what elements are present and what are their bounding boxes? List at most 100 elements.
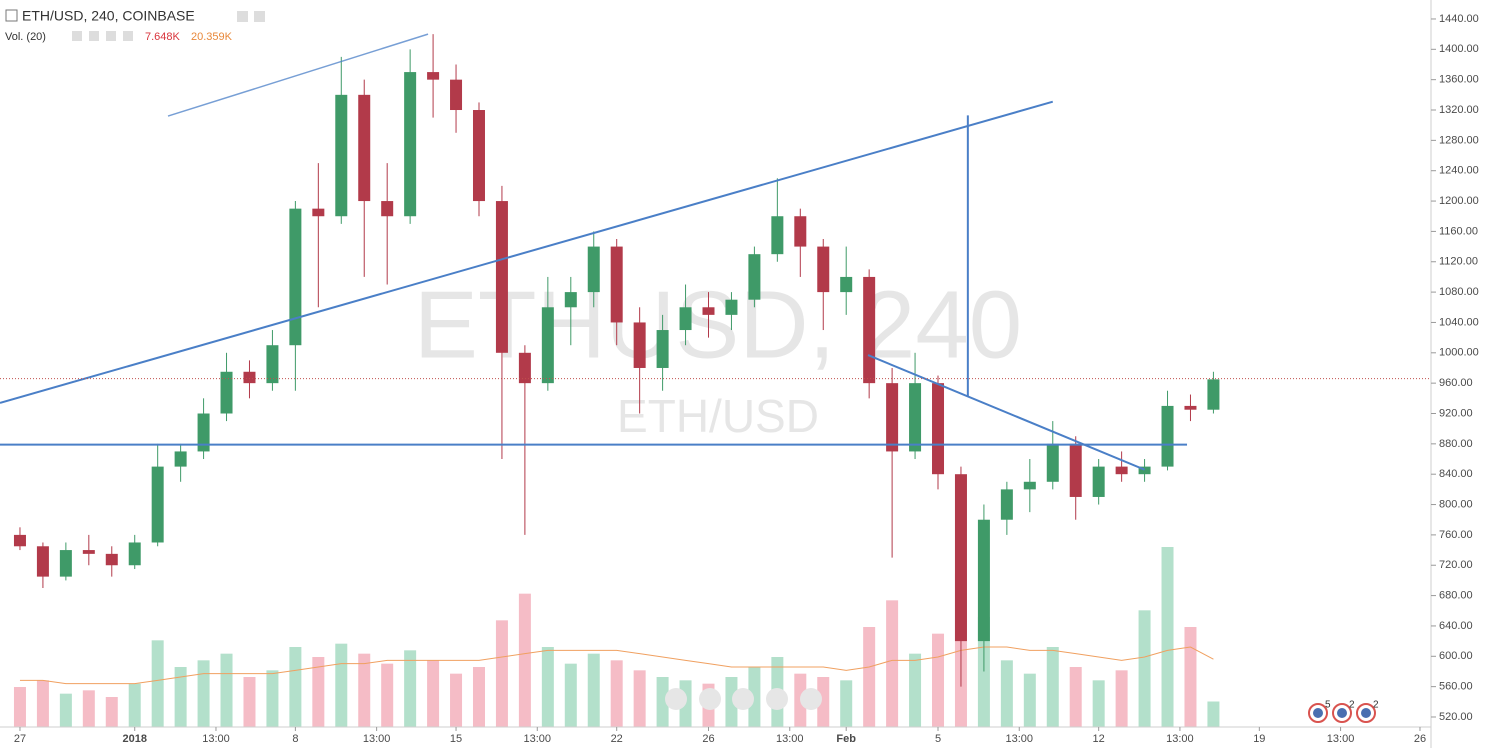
candle-body: [886, 383, 899, 452]
candle-body: [771, 216, 784, 255]
y-tick-label: 1320.00: [1439, 104, 1479, 116]
volume-bar: [1092, 680, 1105, 727]
watermark: ETHUSD, 240 ETH/USD: [414, 271, 1022, 442]
x-tick-label: 26: [702, 733, 714, 745]
volume-bar: [564, 663, 577, 727]
candle-body: [36, 546, 49, 577]
volume-bar: [13, 687, 26, 727]
vol-icon[interactable]: [106, 31, 116, 41]
volume-bar: [381, 663, 394, 727]
candle-body: [404, 72, 417, 217]
settings-icon[interactable]: [237, 11, 248, 22]
volume-bar: [495, 620, 508, 727]
symbol-title: ETH/USD, 240, COINBASE: [22, 8, 195, 24]
x-tick-label: 13:00: [524, 733, 552, 745]
nav-button[interactable]: [732, 688, 754, 710]
volume-ma-line: [19, 646, 1214, 685]
volume-bar: [863, 627, 876, 727]
x-tick-label: 2018: [122, 733, 146, 745]
candle-body: [266, 345, 279, 384]
candle-body: [1161, 405, 1174, 467]
candle-body: [541, 307, 554, 384]
volume-bar: [197, 660, 210, 727]
candle-body: [863, 276, 876, 384]
candle-body: [610, 246, 623, 323]
x-tick-label: 26: [1414, 733, 1426, 745]
candle-body: [725, 299, 738, 315]
volume-bar: [266, 670, 279, 727]
candle-body: [59, 550, 72, 577]
volume-bar: [1184, 627, 1197, 727]
volume-bar: [725, 677, 738, 727]
candle-body: [174, 451, 187, 467]
candle-body: [1069, 443, 1082, 497]
candle-body: [13, 534, 26, 547]
volume-bar: [886, 600, 899, 727]
x-tick-label: 12: [1093, 733, 1105, 745]
volume-bar: [1069, 667, 1082, 727]
nav-button[interactable]: [665, 688, 687, 710]
volume-bar: [450, 673, 463, 727]
y-tick-label: 600.00: [1439, 650, 1473, 662]
nav-button[interactable]: [766, 688, 788, 710]
volume-bar: [151, 640, 164, 727]
y-tick-label: 1400.00: [1439, 43, 1479, 55]
menu-icon[interactable]: [5, 9, 18, 22]
candle-body: [427, 72, 440, 80]
candle-body: [840, 276, 853, 293]
candle-body: [817, 246, 830, 293]
candle-body: [1115, 466, 1128, 475]
volume-bar: [472, 667, 485, 727]
volume-bar: [404, 650, 417, 727]
settings-icon[interactable]: [254, 11, 265, 22]
y-tick-label: 1360.00: [1439, 74, 1479, 86]
candle-body: [105, 553, 118, 566]
candle-body: [151, 466, 164, 543]
volume-bar: [748, 667, 761, 727]
y-tick-label: 880.00: [1439, 438, 1473, 450]
x-tick-label: 13:00: [363, 733, 391, 745]
candle-body: [335, 94, 348, 217]
candle-body: [954, 474, 967, 642]
candle-body: [289, 208, 302, 346]
y-tick-label: 840.00: [1439, 468, 1473, 480]
trendline: [867, 354, 1145, 471]
vol-icon[interactable]: [72, 31, 82, 41]
volume-bar: [633, 670, 646, 727]
volume-bar: [243, 677, 256, 727]
y-tick-label: 1440.00: [1439, 13, 1479, 25]
vol-icon[interactable]: [89, 31, 99, 41]
watermark-text: ETHUSD, 240: [414, 271, 1022, 378]
candle-body: [679, 307, 692, 331]
volume-bar: [36, 680, 49, 727]
volume-bar: [1046, 647, 1059, 727]
y-tick-label: 760.00: [1439, 529, 1473, 541]
event-count: 5: [1325, 700, 1331, 711]
x-tick-label: 22: [611, 733, 623, 745]
event-count: 2: [1373, 700, 1379, 711]
y-tick-label: 720.00: [1439, 559, 1473, 571]
candle-body: [1023, 481, 1036, 490]
volume-bar: [105, 697, 118, 727]
trendline: [167, 33, 429, 117]
volume-bar: [610, 660, 623, 727]
nav-button[interactable]: [800, 688, 822, 710]
candle-body: [564, 292, 577, 308]
y-tick-label: 1000.00: [1439, 347, 1479, 359]
volume-readout: 7.648K: [145, 31, 181, 43]
volume-bar: [358, 653, 371, 727]
candle-body: [472, 110, 485, 202]
volume-bar: [82, 690, 95, 727]
volume-bar: [1000, 660, 1013, 727]
candle-body: [220, 371, 233, 414]
candle-body: [518, 352, 531, 384]
x-tick-label: 13:00: [1166, 733, 1194, 745]
ma-readout: 20.359K: [191, 31, 233, 43]
vol-icon[interactable]: [123, 31, 133, 41]
volume-bar: [1023, 673, 1036, 727]
y-tick-label: 920.00: [1439, 407, 1473, 419]
volume-bar: [1115, 670, 1128, 727]
candle-body: [1000, 489, 1013, 520]
nav-button[interactable]: [699, 688, 721, 710]
